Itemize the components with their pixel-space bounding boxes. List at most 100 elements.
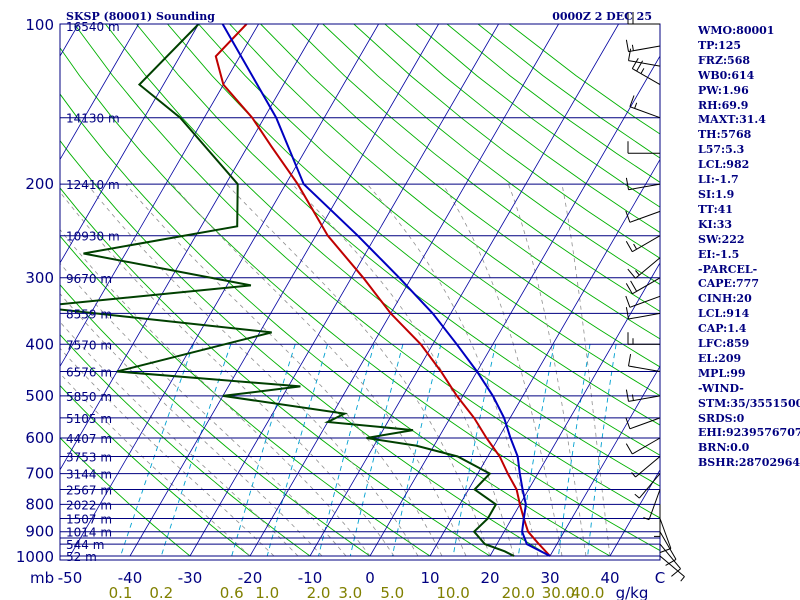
index-item: CINH:20 xyxy=(698,292,752,306)
index-item: MAXT:31.4 xyxy=(698,113,766,127)
temperature-tick-label: 0 xyxy=(365,569,375,587)
mixing-ratio-label: 0.1 xyxy=(109,584,133,600)
height-label: 2567 m xyxy=(66,484,112,498)
wind-barb xyxy=(625,307,661,320)
index-item: RH:69.9 xyxy=(698,98,749,112)
moist-adiabat xyxy=(125,183,443,557)
height-label: 8559 m xyxy=(66,307,112,321)
wind-barb-feather xyxy=(627,268,636,279)
index-item: SRDS:0 xyxy=(698,411,745,425)
index-item: KI:33 xyxy=(698,217,733,231)
height-label: 6576 m xyxy=(66,366,112,380)
temperature-tick-label: 10 xyxy=(420,569,439,587)
wind-barb-feather xyxy=(625,307,629,320)
wind-barb-staff xyxy=(629,295,661,308)
wind-barb xyxy=(625,417,661,430)
isotherm xyxy=(129,24,439,557)
index-item: SI:1.9 xyxy=(698,187,735,201)
height-label: 10930 m xyxy=(66,230,120,244)
wind-barb-feather xyxy=(636,60,644,72)
pressure-tick-label: 200 xyxy=(25,175,54,193)
wind-barb xyxy=(627,257,661,279)
wind-barb-feather xyxy=(625,283,633,295)
height-label: 5850 m xyxy=(66,390,112,404)
temperature-tick-label: -30 xyxy=(178,569,203,587)
wind-barb-staff xyxy=(629,210,661,223)
wind-barb xyxy=(634,473,661,499)
moist-adiabat xyxy=(60,372,251,557)
wind-barb-staff xyxy=(659,555,685,577)
index-item: LCL:982 xyxy=(698,158,750,172)
wind-barb xyxy=(625,235,661,253)
wind-barb-staff xyxy=(628,365,661,372)
wind-barb-staff xyxy=(632,235,661,253)
index-item: PW:1.96 xyxy=(698,83,749,97)
isotherm xyxy=(489,262,660,557)
index-item: CAPE:777 xyxy=(698,277,759,291)
wind-barb-feather xyxy=(625,417,631,429)
mixing-ratio-label: 40.0 xyxy=(571,584,604,600)
moist-adiabat xyxy=(561,184,611,557)
isotherm xyxy=(60,24,199,264)
isotherm xyxy=(60,24,319,471)
wind-barb-half-feather xyxy=(631,472,636,478)
index-item: STM:35/35515004 xyxy=(698,396,800,410)
index-item: EI:-1.5 xyxy=(698,247,740,261)
index-item: CAP:1.4 xyxy=(698,322,747,336)
pressure-tick-label: 400 xyxy=(25,335,54,353)
wind-barb-half-feather xyxy=(643,517,650,521)
wind-barb xyxy=(625,295,661,308)
temperature-tick-label: 40 xyxy=(600,569,619,587)
pressure-unit-label: mb xyxy=(30,569,54,587)
index-item: WMO:80001 xyxy=(698,24,775,37)
chart-title: SKSP (80001) Sounding xyxy=(66,10,215,23)
mixing-ratio-line xyxy=(318,344,375,557)
mixing-ratio-line xyxy=(349,344,404,557)
index-item: FRZ:568 xyxy=(698,53,751,67)
wind-barb xyxy=(627,141,660,154)
wind-barb-feather xyxy=(625,177,629,190)
temperature-tick-label: 20 xyxy=(480,569,499,587)
mixing-ratio-label: 20.0 xyxy=(502,584,535,600)
height-label: 52 m xyxy=(66,550,97,564)
plot-frame xyxy=(59,23,661,561)
temperature-tick-label: -10 xyxy=(298,569,323,587)
index-item: L57:5.3 xyxy=(698,143,745,157)
pressure-tick-label: 100 xyxy=(25,16,54,34)
mixing-ratio-label: 0.2 xyxy=(149,584,173,600)
wind-barb-staff xyxy=(628,60,661,67)
wind-barb xyxy=(654,504,661,537)
temperature-line xyxy=(214,24,551,557)
index-item: WB0:614 xyxy=(698,68,755,82)
pressure-tick-label: 600 xyxy=(25,429,54,447)
wind-barb-staff xyxy=(635,257,661,279)
moist-adiabat xyxy=(60,347,275,557)
index-item: LFC:859 xyxy=(698,337,750,351)
wind-barb xyxy=(625,39,661,53)
wind-barb xyxy=(659,555,685,582)
index-item: EHI:923957670707 xyxy=(698,426,800,440)
wind-barb-half-feather xyxy=(633,243,638,250)
wind-barb-staff xyxy=(632,437,661,455)
mixing-ratio-label: 2.0 xyxy=(307,584,331,600)
wind-barb xyxy=(625,177,661,191)
moist-adiabat xyxy=(171,183,467,557)
temperature-tick-label: 30 xyxy=(540,569,559,587)
pressure-tick-label: 700 xyxy=(25,465,54,483)
temperature-unit-label: C xyxy=(655,569,665,587)
wind-barb-staff xyxy=(648,489,661,520)
index-item: -PARCEL- xyxy=(698,262,758,276)
height-label: 14130 m xyxy=(66,112,120,126)
height-label: 7570 m xyxy=(66,338,112,352)
height-label: 3753 m xyxy=(66,451,112,465)
index-item: TT:41 xyxy=(698,202,733,216)
wind-barb-staff xyxy=(629,417,661,430)
height-label: 1014 m xyxy=(66,526,112,540)
temperature-tick-label: -50 xyxy=(58,569,83,587)
height-label: 2022 m xyxy=(66,498,112,512)
index-item: LCL:914 xyxy=(698,307,750,321)
isotherm xyxy=(60,24,259,368)
wind-barb xyxy=(659,543,681,577)
